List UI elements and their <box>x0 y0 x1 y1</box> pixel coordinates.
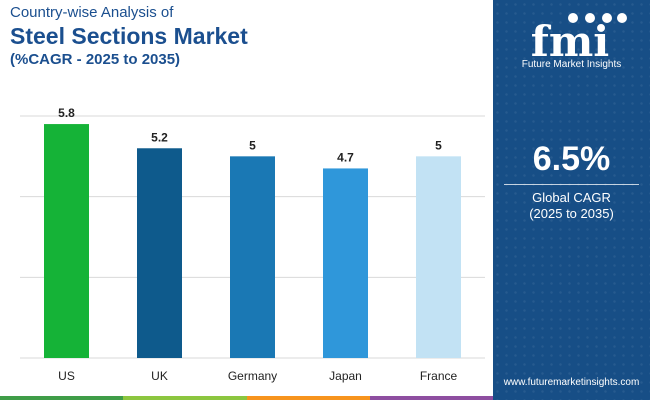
bar-france <box>416 156 461 358</box>
strip-segment <box>0 396 124 400</box>
category-label-france: France <box>420 369 458 383</box>
side-panel: fmi Future Market Insights 6.5% Global C… <box>493 0 650 400</box>
logo-globe-icon <box>585 13 595 23</box>
bar-japan <box>323 168 368 358</box>
chart-subtitle: Country-wise Analysis of <box>10 4 174 21</box>
chart-title: Steel Sections Market <box>10 23 248 49</box>
category-label-germany: Germany <box>228 369 277 383</box>
category-label-japan: Japan <box>329 369 362 383</box>
x-axis: US UK Germany Japan France <box>58 369 457 383</box>
strip-segment <box>246 396 370 400</box>
cagr-range-label: (%CAGR - 2025 to 2035) <box>10 51 181 68</box>
category-label-us: US <box>58 369 75 383</box>
bar-chart: 5.8 5.2 5 4.7 5 US UK Germany Japan France <box>20 106 485 383</box>
global-cagr-label: Global CAGR <box>532 190 611 205</box>
chart-header: Country-wise Analysis of Steel Sections … <box>10 4 248 69</box>
stat-divider <box>504 184 639 185</box>
bars <box>44 124 461 358</box>
category-label-uk: UK <box>151 369 168 383</box>
value-label-germany: 5 <box>249 138 256 152</box>
value-label-japan: 4.7 <box>337 150 354 164</box>
bar-uk <box>137 148 182 358</box>
logo-globe-icon <box>602 13 612 23</box>
bar-germany <box>230 156 275 358</box>
website-url[interactable]: www.futuremarketinsights.com <box>503 377 640 388</box>
value-label-uk: 5.2 <box>151 130 168 144</box>
strip-segment <box>369 396 493 400</box>
bottom-color-strip <box>0 396 493 400</box>
value-label-france: 5 <box>435 138 442 152</box>
logo-globe-icon <box>617 13 627 23</box>
logo-letters: fmi <box>531 17 609 66</box>
global-cagr-value: 6.5% <box>532 140 611 178</box>
global-cagr-period: (2025 to 2035) <box>529 206 614 221</box>
value-labels: 5.8 5.2 5 4.7 5 <box>58 106 442 164</box>
strip-segment <box>123 396 247 400</box>
fmi-logo: fmi <box>531 13 627 66</box>
brand-name: Future Market Insights <box>521 59 622 70</box>
bar-us <box>44 124 89 358</box>
value-label-us: 5.8 <box>58 106 75 120</box>
logo-globe-icon <box>568 13 578 23</box>
